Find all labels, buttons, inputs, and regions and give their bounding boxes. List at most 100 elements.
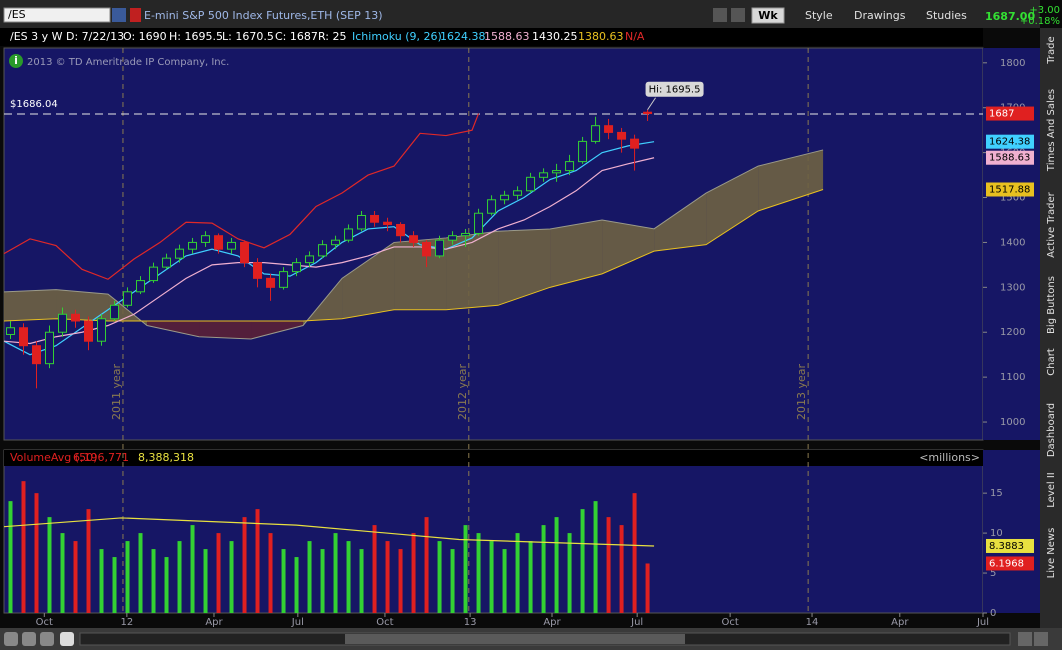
candle-body bbox=[97, 318, 107, 342]
tool-icon[interactable] bbox=[713, 8, 727, 22]
volume-legend-bar bbox=[4, 450, 983, 466]
year-label: 2011 year bbox=[110, 364, 123, 421]
tool-icon[interactable] bbox=[731, 8, 745, 22]
high-pointer bbox=[647, 97, 656, 111]
scroll-right[interactable] bbox=[1034, 632, 1048, 646]
candle-body bbox=[240, 241, 250, 264]
candle-body bbox=[279, 271, 289, 288]
unit-label: <millions> bbox=[919, 451, 980, 464]
drawings-button[interactable]: Drawings bbox=[854, 9, 906, 22]
y-tick-label: 1800 bbox=[1000, 58, 1025, 69]
period[interactable]: Wk bbox=[758, 9, 778, 22]
link-button[interactable] bbox=[130, 8, 141, 22]
volume-bar bbox=[398, 549, 403, 613]
scroll-thumb[interactable] bbox=[345, 634, 685, 644]
y-tick-label: 15 bbox=[990, 488, 1003, 499]
candle-body bbox=[188, 241, 198, 250]
cloud-segment bbox=[446, 231, 499, 310]
sidebar-tab[interactable]: Trade bbox=[1046, 36, 1057, 64]
cloud-segment bbox=[758, 149, 824, 211]
volume-bar bbox=[216, 533, 221, 613]
info-icon[interactable] bbox=[9, 54, 23, 68]
period-button[interactable] bbox=[751, 7, 785, 24]
volume-bar bbox=[580, 509, 585, 613]
volume-bar bbox=[632, 493, 637, 613]
sidebar-tab[interactable]: Big Buttons bbox=[1046, 276, 1057, 334]
candle-body bbox=[435, 239, 445, 257]
candle-body bbox=[565, 161, 575, 172]
candle-body bbox=[162, 257, 172, 268]
candle-body bbox=[617, 131, 627, 140]
symbol[interactable]: /ES bbox=[8, 8, 26, 21]
candle-body bbox=[227, 241, 237, 250]
volume-bar bbox=[502, 549, 507, 613]
x-tick-label: Apr bbox=[891, 617, 909, 628]
kijun-value-badge bbox=[986, 150, 1034, 165]
last-close: 1687 bbox=[989, 109, 1014, 120]
candle-body bbox=[630, 138, 640, 149]
info-icon-glyph[interactable]: i bbox=[14, 54, 18, 67]
studies-button[interactable]: Studies bbox=[926, 9, 967, 22]
volume-bar bbox=[528, 541, 533, 613]
y-tick-label: 1500 bbox=[1000, 193, 1025, 204]
candle-body bbox=[305, 255, 315, 264]
net-change: +3.00 bbox=[1029, 5, 1060, 16]
x-tick-label: Apr bbox=[543, 617, 561, 628]
cloud-segment bbox=[602, 219, 655, 274]
cloud-segment bbox=[394, 237, 447, 310]
volume-bar bbox=[164, 557, 169, 613]
volume-bar bbox=[437, 541, 442, 613]
sidebar-tab[interactable]: Level II bbox=[1046, 472, 1057, 507]
volume-bar bbox=[463, 525, 468, 613]
info-study: Ichimoku (9, 26) bbox=[352, 30, 442, 43]
volume-bar bbox=[268, 533, 273, 613]
last-close-badge bbox=[986, 106, 1034, 121]
candle-body bbox=[214, 235, 224, 250]
tenkan-value-badge bbox=[986, 134, 1034, 149]
zoom-tool[interactable] bbox=[40, 632, 54, 646]
volume-bar bbox=[177, 541, 182, 613]
cloud-segment bbox=[56, 289, 109, 322]
candle-body bbox=[175, 248, 185, 259]
tenkan-value: 1624.38 bbox=[989, 137, 1030, 148]
candle-body bbox=[539, 172, 549, 178]
symbol-box[interactable] bbox=[3, 7, 111, 23]
cloud-segment bbox=[251, 321, 304, 339]
x-tick-label: 12 bbox=[120, 617, 133, 628]
percent-change: +0.18% bbox=[1020, 16, 1060, 27]
candle-body bbox=[357, 214, 367, 230]
volume-bar bbox=[281, 549, 286, 613]
candle-body bbox=[58, 313, 68, 333]
volume-bar bbox=[34, 493, 39, 613]
volume-bar bbox=[151, 549, 156, 613]
sidebar-tab[interactable]: Times And Sales bbox=[1046, 89, 1057, 172]
volume-title: VolumeAvg (50) bbox=[10, 451, 97, 464]
info-low: L: 1670.5 bbox=[222, 30, 274, 43]
info-span-a: 1430.25 bbox=[532, 30, 578, 43]
sidebar-tab[interactable]: Chart bbox=[1046, 348, 1057, 376]
volume-bar bbox=[450, 549, 455, 613]
price-line-label: $1686.04 bbox=[10, 99, 58, 110]
volume-value: 6.1968 bbox=[989, 558, 1024, 569]
y-tick-label: 0 bbox=[990, 608, 996, 619]
symbol-dropdown[interactable] bbox=[112, 8, 126, 22]
volume-bar bbox=[645, 563, 650, 613]
percent-tool[interactable] bbox=[60, 632, 74, 646]
style-button[interactable]: Style bbox=[805, 9, 833, 22]
volume-bar bbox=[8, 501, 13, 613]
candle-body bbox=[253, 262, 263, 279]
y-tick-label: 1100 bbox=[1000, 372, 1025, 383]
scroll-left[interactable] bbox=[1018, 632, 1032, 646]
sidebar-tab[interactable]: Live News bbox=[1046, 528, 1057, 579]
sidebar-tab[interactable]: Dashboard bbox=[1046, 403, 1057, 457]
zoom-in[interactable] bbox=[22, 632, 36, 646]
info-symbol: /ES 3 y W bbox=[10, 30, 63, 43]
x-tick-label: Jul bbox=[630, 617, 643, 628]
span-b-value: 1517.88 bbox=[989, 184, 1030, 195]
zoom-out[interactable] bbox=[4, 632, 18, 646]
sidebar bbox=[1040, 28, 1062, 628]
candle-body bbox=[448, 235, 458, 241]
volume-bar bbox=[515, 533, 520, 613]
candle-body bbox=[513, 190, 523, 196]
sidebar-tab[interactable]: Active Trader bbox=[1046, 191, 1057, 257]
